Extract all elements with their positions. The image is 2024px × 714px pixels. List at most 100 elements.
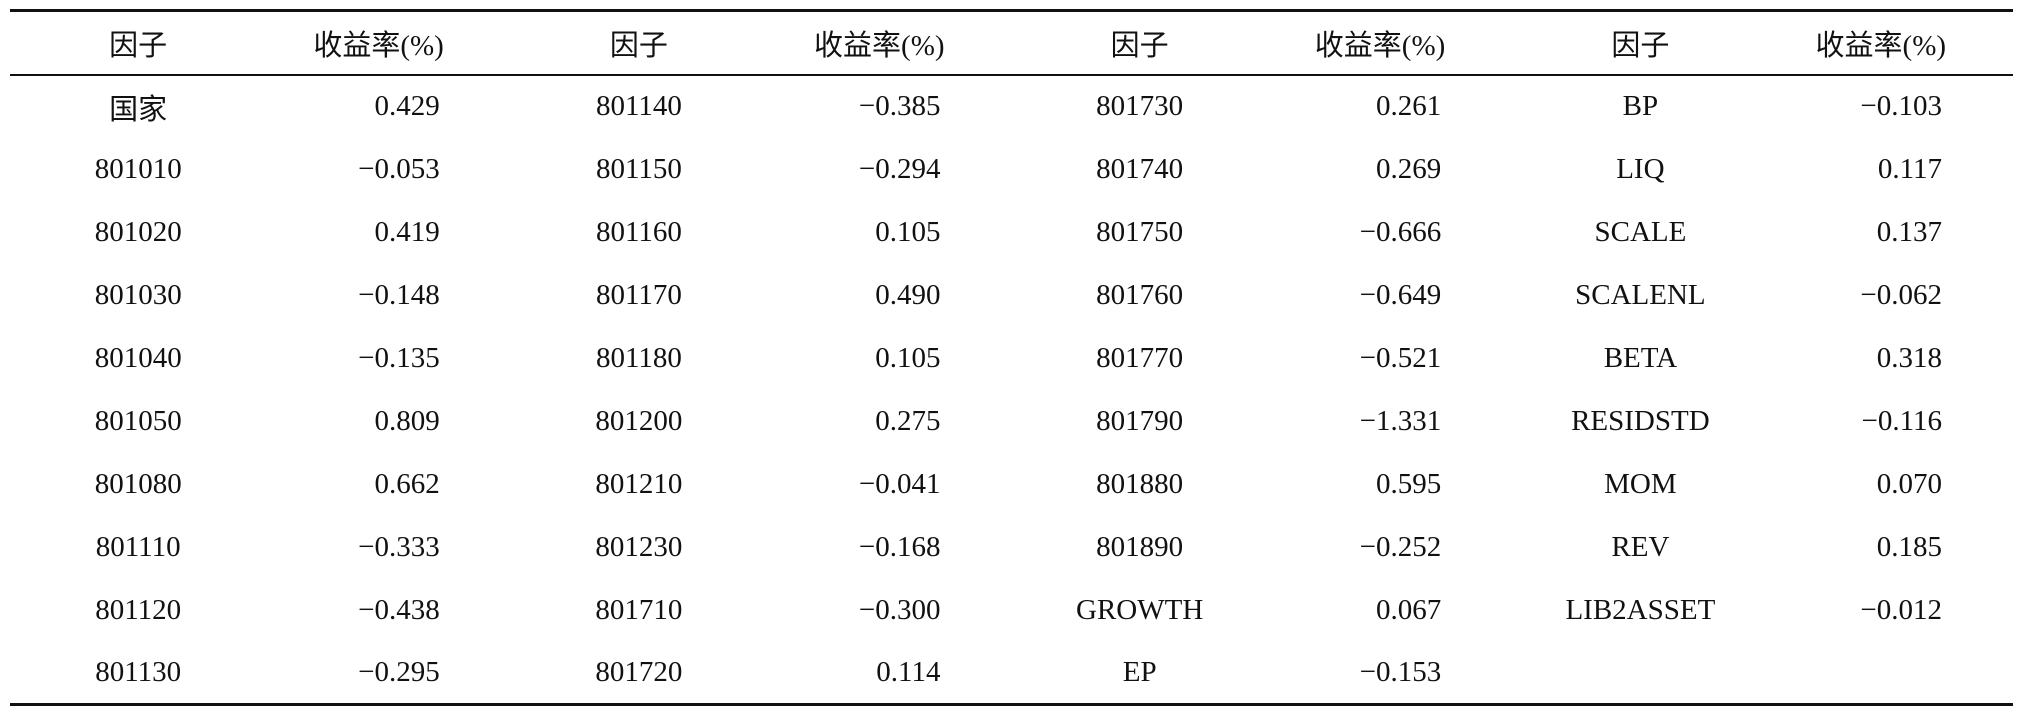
return-cell: −0.649 — [1359, 278, 1442, 311]
factor-cell: LIB2ASSET — [1565, 593, 1716, 626]
data-table: 因子 收益率(%) 因子 收益率(%) 因子 收益率(%) 因子 收益率(%) 国家 0.429… — [10, 9, 2013, 706]
factor-cell: 801180 — [595, 341, 682, 374]
header-cell: 因子 — [609, 29, 668, 62]
header-cell: 因子 — [1110, 29, 1169, 62]
factor-cell: BP — [1622, 90, 1659, 122]
table-body: 国家 0.429 801140 −0.385 801730 0.261 BP −0.103 80… — [10, 75, 2013, 705]
return-cell: −0.666 — [1359, 215, 1442, 248]
table-row: 801130 −0.295 801720 0.114 EP −0.153 — [10, 642, 2013, 705]
table-row: 801120 −0.438 801710 −0.300 GROWTH 0.067 LIB2A… — [10, 579, 2013, 642]
factor-cell: SCALENL — [1575, 278, 1706, 311]
return-cell: −0.116 — [1861, 404, 1942, 437]
return-cell: 0.117 — [1877, 152, 1942, 185]
return-cell: −0.168 — [858, 530, 941, 563]
header-cell: 因子 — [109, 29, 168, 62]
factor-cell: 801010 — [94, 152, 182, 185]
return-cell: 0.490 — [875, 278, 941, 311]
header-cell: 收益率(%) — [1815, 29, 1947, 62]
return-cell: 0.269 — [1375, 152, 1442, 185]
table-row: 801010 −0.053 801150 −0.294 801740 0.269 LIQ 0.… — [10, 138, 2013, 201]
factor-cell: 801770 — [1096, 341, 1184, 374]
return-cell: 0.429 — [374, 90, 440, 122]
return-cell: −0.252 — [1359, 530, 1442, 563]
table-row: 国家 0.429 801140 −0.385 801730 0.261 BP −0.103 — [10, 75, 2013, 138]
return-cell: −0.135 — [358, 341, 440, 374]
factor-cell: 801710 — [595, 593, 683, 626]
table-row: 801080 0.662 801210 −0.041 801880 0.595 MOM 0.0… — [10, 453, 2013, 516]
factor-cell: 801200 — [595, 404, 683, 437]
factor-cell: 801110 — [95, 530, 181, 563]
return-cell: 0.261 — [1375, 90, 1442, 122]
return-cell: −0.041 — [858, 467, 941, 500]
return-cell: −0.148 — [358, 278, 440, 311]
factor-cell: SCALE — [1594, 215, 1687, 248]
return-cell: 0.318 — [1876, 341, 1942, 374]
factor-cell: 801040 — [94, 341, 182, 374]
header-row: 因子 收益率(%) 因子 收益率(%) 因子 收益率(%) 因子 收益率(%) — [10, 10, 2013, 75]
factor-cell: 801740 — [1096, 152, 1184, 185]
factor-cell: EP — [1122, 655, 1157, 688]
return-cell: 0.105 — [875, 215, 941, 248]
return-cell: −0.053 — [358, 152, 440, 185]
return-cell: −0.333 — [358, 530, 440, 563]
factor-cell: MOM — [1604, 467, 1677, 500]
header-cell: 收益率(%) — [814, 29, 945, 62]
return-cell: 0.070 — [1876, 467, 1942, 500]
factor-cell: 801160 — [595, 215, 682, 248]
factor-cell: GROWTH — [1076, 593, 1204, 626]
header-cell: 收益率(%) — [313, 29, 444, 62]
factor-cell: RESIDSTD — [1571, 404, 1710, 437]
factor-cell: 801230 — [595, 530, 683, 563]
return-cell: 0.419 — [374, 215, 440, 248]
return-cell: 0.185 — [1876, 530, 1942, 563]
factor-cell: 国家 — [109, 93, 168, 126]
return-cell: 0.067 — [1375, 593, 1442, 626]
return-cell: −1.331 — [1359, 404, 1442, 437]
return-cell: −0.012 — [1860, 593, 1942, 626]
return-cell: −0.300 — [858, 593, 941, 626]
factor-cell — [1512, 642, 1768, 705]
header-cell: 因子 — [1611, 29, 1670, 62]
return-cell: 0.662 — [374, 467, 440, 500]
factor-cell: 801170 — [595, 278, 682, 311]
return-cell: −0.294 — [858, 152, 941, 185]
return-cell: 0.595 — [1375, 467, 1442, 500]
factor-cell: LIQ — [1616, 152, 1665, 185]
factor-cell: 801890 — [1096, 530, 1184, 563]
table-row: 801020 0.419 801160 0.105 801750 −0.666 SCALE 0… — [10, 201, 2013, 264]
return-cell: −0.295 — [358, 655, 440, 688]
factor-cell: 801120 — [95, 593, 182, 626]
factor-cell: 801720 — [595, 655, 683, 688]
factor-cell: 801020 — [94, 215, 182, 248]
table-row: 801050 0.809 801200 0.275 801790 −1.331 RESIDS… — [10, 390, 2013, 453]
factor-cell: 801030 — [94, 278, 182, 311]
factor-cell: 801140 — [595, 90, 682, 122]
return-cell: −0.062 — [1860, 278, 1942, 311]
return-cell: −0.153 — [1359, 655, 1442, 688]
table-row: 801110 −0.333 801230 −0.168 801890 −0.252 REV 0… — [10, 516, 2013, 579]
factor-cell: BETA — [1603, 341, 1678, 374]
factor-cell: 801150 — [595, 152, 682, 185]
factor-cell: 801050 — [94, 404, 182, 437]
table-row: 801030 −0.148 801170 0.490 801760 −0.649 SCALE… — [10, 264, 2013, 327]
return-cell: −0.103 — [1860, 90, 1942, 122]
table-row: 801040 −0.135 801180 0.105 801770 −0.521 BETA 0… — [10, 327, 2013, 390]
factor-cell: REV — [1611, 530, 1670, 563]
factor-cell: 801750 — [1096, 215, 1184, 248]
return-cell: 0.137 — [1876, 215, 1942, 248]
factor-cell: 801080 — [94, 467, 182, 500]
return-cell — [1769, 642, 2013, 705]
return-cell: 0.114 — [876, 655, 941, 688]
return-cell: 0.275 — [875, 404, 941, 437]
return-cell: −0.521 — [1359, 341, 1442, 374]
factor-cell: 801880 — [1096, 467, 1184, 500]
return-cell: −0.385 — [858, 90, 941, 122]
header-cell: 收益率(%) — [1314, 29, 1446, 62]
factor-cell: 801210 — [595, 467, 683, 500]
return-cell: 0.105 — [875, 341, 941, 374]
factor-cell: 801730 — [1096, 90, 1184, 122]
factor-cell: 801760 — [1096, 278, 1184, 311]
factor-cell: 801130 — [95, 655, 182, 688]
return-cell: −0.438 — [358, 593, 440, 626]
